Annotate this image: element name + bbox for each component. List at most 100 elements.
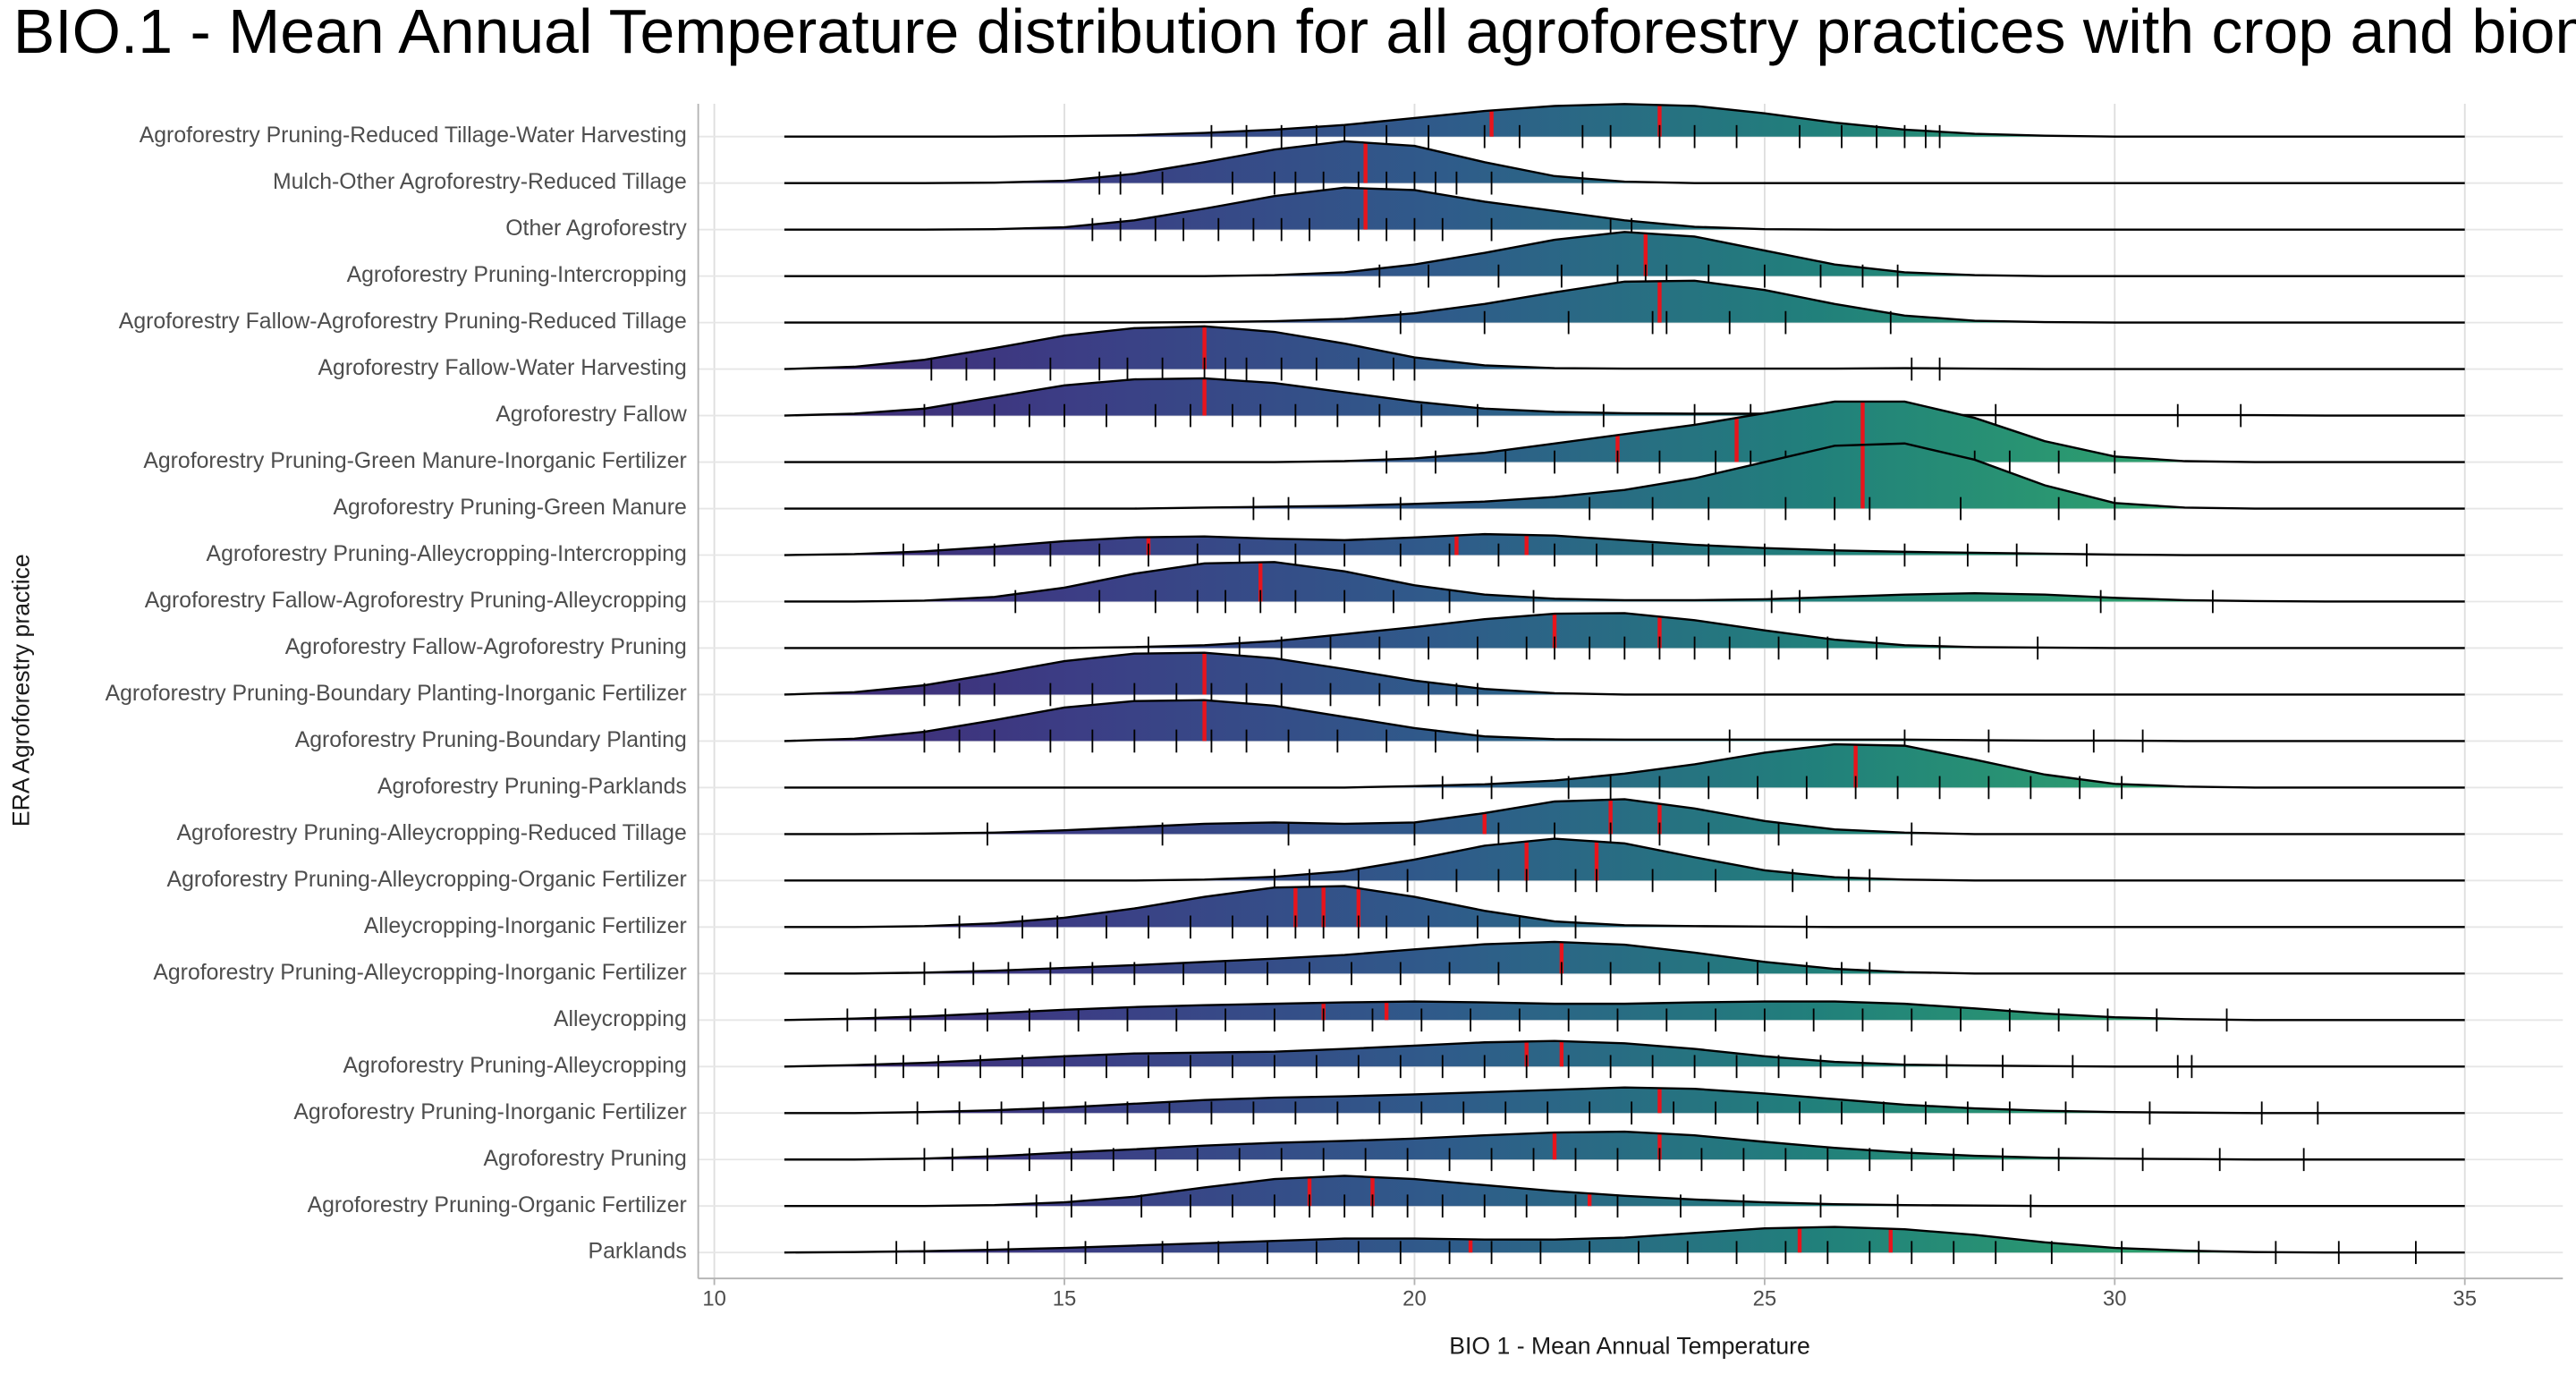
ridge-line: [784, 612, 2465, 649]
ridge: [784, 1226, 2465, 1265]
ridge-area: [784, 886, 2465, 928]
category-label: Mulch-Other Agroforestry-Reduced Tillage: [273, 170, 687, 194]
ridges: [784, 103, 2465, 1265]
ridge-area: [784, 1226, 2465, 1253]
ridge-line: [784, 400, 2465, 463]
ridge: [784, 532, 2465, 567]
ridge: [784, 1086, 2465, 1125]
category-label: Agroforestry Pruning-Alleycropping-Inter…: [207, 542, 687, 566]
ridge-area: [784, 443, 2465, 509]
ridge-area: [784, 744, 2465, 788]
ridge-area: [784, 941, 2465, 974]
category-label: Agroforestry Fallow-Agroforestry Pruning…: [119, 310, 687, 334]
ridge-line: [784, 1175, 2465, 1208]
ridge: [784, 1039, 2465, 1079]
ridge-line: [784, 279, 2465, 324]
ridge: [784, 377, 2465, 428]
ridge-area: [784, 1087, 2465, 1114]
category-label: Agroforestry Pruning-Organic Fertilizer: [308, 1193, 687, 1217]
category-label: Agroforestry Fallow-Agroforestry Pruning: [285, 635, 687, 659]
ridge-area: [784, 1175, 2465, 1207]
category-label: Agroforestry Fallow-Agroforestry Pruning…: [145, 589, 687, 613]
category-label: Agroforestry Pruning-Alleycropping-Reduc…: [176, 821, 686, 845]
ridge: [784, 1000, 2465, 1032]
ridge-area: [784, 401, 2465, 462]
ridge-area: [784, 838, 2465, 881]
ridge-line: [784, 837, 2465, 882]
category-label: Alleycropping-Inorganic Fertilizer: [364, 914, 687, 938]
ridge-line: [784, 231, 2465, 277]
ridge: [784, 651, 2465, 707]
category-label: Agroforestry Pruning-Alleycropping-Organ…: [167, 868, 687, 892]
ridge-line: [784, 1226, 2465, 1254]
ridge-area: [784, 613, 2465, 649]
ridge: [784, 798, 2465, 846]
ridge-line: [784, 442, 2465, 510]
ridge: [784, 1175, 2465, 1218]
category-label: Agroforestry Pruning-Alleycropping: [343, 1054, 686, 1078]
ridge-area: [784, 534, 2465, 556]
ridge: [784, 742, 2465, 800]
category-label: Other Agroforestry: [505, 216, 687, 241]
category-label: Parklands: [589, 1240, 687, 1264]
ridge-line: [784, 325, 2465, 370]
ridge-area: [784, 187, 2465, 230]
ridge-line: [784, 798, 2465, 835]
ridge-line: [784, 885, 2465, 929]
ridge-line: [784, 532, 2465, 556]
ridge: [784, 231, 2465, 288]
x-tick-label: 35: [2453, 1286, 2477, 1310]
y-axis-label: ERA Agroforestry practice: [8, 554, 35, 827]
ridge-line: [784, 1000, 2465, 1022]
ridge: [784, 1130, 2465, 1172]
chart-title: BIO.1 - Mean Annual Temperature distribu…: [13, 0, 2576, 66]
ridge-line: [784, 742, 2465, 789]
category-label: Agroforestry Pruning-Alleycropping-Inorg…: [153, 961, 686, 985]
ridge-area: [784, 280, 2465, 323]
ridge: [784, 186, 2465, 242]
x-tick-label: 20: [1402, 1286, 1427, 1310]
ridge: [784, 837, 2465, 893]
ridge-line: [784, 1086, 2465, 1115]
labels: 10 15 20 25 30 35 Agroforestry Pruning-Reduced…: [106, 123, 2477, 1310]
category-label: Agroforestry Fallow: [496, 403, 687, 427]
ridge-area: [784, 1040, 2465, 1067]
category-label: Agroforestry Pruning-Inorganic Fertilize…: [293, 1100, 686, 1124]
ridge: [784, 612, 2465, 660]
ridge: [784, 279, 2465, 335]
ridge-line: [784, 940, 2465, 975]
category-label: Agroforestry Pruning: [483, 1147, 686, 1171]
ridge-line: [784, 186, 2465, 231]
ridge: [784, 885, 2465, 939]
category-label: Agroforestry Pruning-Reduced Tillage-Wat…: [140, 123, 687, 148]
x-tick-label: 10: [702, 1286, 726, 1310]
ridge-line: [784, 561, 2465, 603]
ridge-line: [784, 699, 2465, 742]
ridge-line: [784, 651, 2465, 696]
category-label: Agroforestry Pruning-Green Manure-Inorga…: [143, 449, 686, 473]
ridge-area: [784, 232, 2465, 276]
category-label: Agroforestry Pruning-Green Manure: [333, 496, 686, 520]
ridge: [784, 699, 2465, 753]
x-tick-label: 30: [2103, 1286, 2127, 1310]
x-axis-label: BIO 1 - Mean Annual Temperature: [1449, 1332, 1810, 1359]
ridge: [784, 103, 2465, 148]
ridge-area: [784, 562, 2465, 602]
ridge: [784, 940, 2465, 986]
ridge: [784, 325, 2465, 381]
ridge-area: [784, 1132, 2465, 1160]
x-tick-label: 25: [1753, 1286, 1777, 1310]
ridge-line: [784, 1130, 2465, 1161]
ridge: [784, 140, 2465, 195]
ridge-line: [784, 103, 2465, 138]
category-label: Alleycropping: [554, 1007, 687, 1031]
ridge-line: [784, 140, 2465, 184]
ridge-area: [784, 104, 2465, 137]
x-tick-label: 15: [1053, 1286, 1077, 1310]
category-label: Agroforestry Pruning-Boundary Planting: [295, 728, 687, 752]
category-label: Agroforestry Pruning-Intercropping: [347, 263, 687, 287]
category-label: Agroforestry Pruning-Boundary Planting-I…: [106, 682, 687, 706]
ridge: [784, 442, 2465, 521]
